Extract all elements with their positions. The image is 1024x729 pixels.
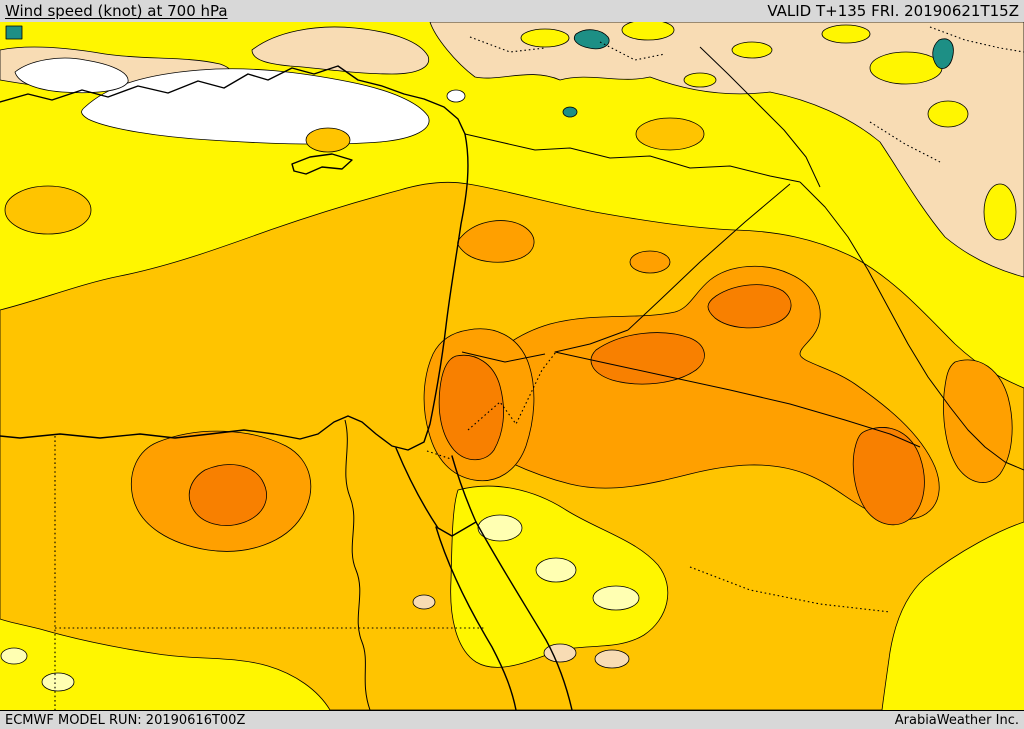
lakes-layer [5,25,954,118]
border-iraq-saudi [554,329,921,448]
border-northeast-1 [929,26,1024,53]
wind-band-peach-northeast [429,22,1024,278]
pale-spot [41,672,75,692]
border-iran-interior [869,121,941,163]
coastline-gulf-of-aqaba [451,455,477,523]
yellow-patch-in-peach [731,41,773,59]
orange-spot-small [629,250,671,274]
calm-area-northwest [14,57,129,94]
coastline-turkey [0,65,466,135]
pale-spot [477,514,523,542]
gold-patch-cyprus-east [305,127,351,153]
cream-spot [412,594,436,610]
wind-core-east [852,427,925,526]
border-saudi-interior [689,566,891,613]
border-syria-jordan [461,351,546,363]
coastlines-layer [0,65,573,710]
pale-spot [0,647,28,665]
coastline-sinai-tip [437,521,477,537]
wind-band-orange-iraq [453,265,940,521]
yellow-patch-in-peach [683,72,717,88]
wind-contour-fills [0,22,1024,710]
wind-band-peach-center [251,26,430,75]
wind-band-orange-east-edge [943,359,1013,483]
header-bar: Wind speed (knot) at 700 hPa VALID T+135… [0,0,1024,22]
wind-core-egypt [188,464,267,526]
wind-speed-map [0,22,1024,710]
border-syria-iraq [627,183,791,331]
yellow-patch-in-peach [520,28,570,48]
border-iraq-iran [799,181,1024,471]
lake-van [573,29,610,50]
credit-label: ArabiaWeather Inc. [894,712,1019,728]
lake-corner-northwest [5,25,23,40]
calm-area-mediterranean [81,68,430,145]
yellow-patch-in-peach [621,22,675,41]
yellow-patch-in-peach [869,51,943,85]
border-turkey-syria [464,133,801,183]
border-north-1 [469,36,546,53]
political-borders-layer [54,26,1024,710]
yellow-patch-in-peach [927,100,969,128]
wind-band-orange-north-levant [457,220,535,263]
gold-patch-north-syria [635,117,705,151]
gold-patch-west [4,185,92,235]
coastline-red-sea-african [435,526,517,710]
footer-bar: ECMWF MODEL RUN: 20190616T00Z ArabiaWeat… [0,710,1024,729]
yellow-patch-in-peach [983,183,1017,241]
model-run-label: ECMWF MODEL RUN: 20190616T00Z [5,712,246,728]
coastline-cyprus [291,153,353,175]
cream-spot [594,649,630,669]
lake-assad [562,106,578,118]
calm-spot-coast [446,89,466,103]
pale-spot [592,585,640,611]
coastline-red-sea-arabian [475,521,573,710]
coastline-levant-egypt [0,133,469,451]
nile-river [344,419,371,710]
wind-map-svg [0,22,1024,710]
pale-spot [535,557,577,583]
wind-core-west-iraq [590,332,705,385]
yellow-patch-in-peach [821,24,871,44]
lake-urmia [932,38,954,69]
wind-core-northeast [707,284,792,329]
map-title: Wind speed (knot) at 700 hPa [5,2,228,20]
valid-time-label: VALID T+135 FRI. 20190621T15Z [767,2,1019,20]
border-jordan-saudi [467,351,557,431]
wind-core-jordan [438,354,504,461]
cream-spot [543,643,577,663]
coastline-gulf-of-suez [395,447,439,529]
border-turkey-iran [699,46,821,188]
